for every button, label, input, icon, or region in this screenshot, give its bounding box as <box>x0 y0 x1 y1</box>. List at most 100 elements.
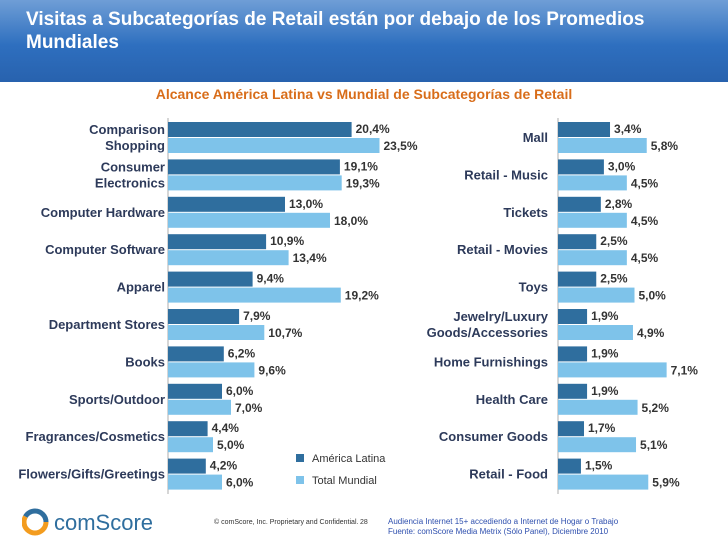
left-value-mundial: 19,3% <box>346 176 380 190</box>
right-bar-latam <box>558 421 585 437</box>
right-value-mundial: 5,2% <box>642 401 670 415</box>
left-bar-latam <box>168 346 224 362</box>
right-bar-mundial <box>558 399 638 415</box>
left-category-label: Department Stores <box>49 317 165 332</box>
right-category-label: Retail - Food <box>469 467 548 482</box>
left-bar-latam <box>168 234 267 250</box>
logo-wordmark: comScore <box>54 510 153 535</box>
left-value-mundial: 18,0% <box>334 214 368 228</box>
right-value-latam: 3,0% <box>608 159 636 173</box>
left-bar-mundial <box>168 175 342 191</box>
left-bar-latam <box>168 309 240 324</box>
left-category-label: Apparel <box>117 280 165 295</box>
left-value-latam: 13,0% <box>289 197 323 211</box>
right-value-latam: 2,5% <box>600 234 628 248</box>
right-category-label: Goods/Accessories <box>427 325 548 340</box>
right-category-label: Health Care <box>476 392 548 407</box>
right-value-mundial: 4,5% <box>631 214 659 228</box>
source-note-line1: Audiencia Internet 15+ accediendo a Inte… <box>388 517 619 526</box>
right-value-mundial: 7,1% <box>671 363 699 377</box>
left-value-latam: 6,0% <box>226 384 254 398</box>
right-value-latam: 1,9% <box>591 309 619 323</box>
left-value-mundial: 7,0% <box>235 401 263 415</box>
left-value-mundial: 10,7% <box>268 326 302 340</box>
left-value-mundial: 19,2% <box>345 289 379 303</box>
right-value-latam: 2,5% <box>600 272 628 286</box>
right-value-mundial: 4,5% <box>631 251 659 265</box>
left-bar-mundial <box>168 212 330 228</box>
left-bar-latam <box>168 458 206 474</box>
right-value-mundial: 5,8% <box>651 139 679 153</box>
left-bar-mundial <box>168 138 380 153</box>
right-bar-latam <box>558 234 597 250</box>
legend-label-mundial: Total Mundial <box>312 475 377 487</box>
right-bar-latam <box>558 346 588 362</box>
right-bar-latam <box>558 196 601 212</box>
left-bar-mundial <box>168 250 289 266</box>
right-bar-latam <box>558 271 597 287</box>
comscore-logo: comScore <box>22 508 153 536</box>
right-bar-latam <box>558 159 604 175</box>
slide-title: Visitas a Subcategorías de Retail están … <box>26 9 645 53</box>
right-bar-latam <box>558 122 611 137</box>
right-bar-mundial <box>558 325 633 340</box>
left-value-latam: 4,2% <box>210 459 238 473</box>
left-bar-mundial <box>168 474 222 490</box>
source-note: Audiencia Internet 15+ accediendo a Inte… <box>388 517 618 537</box>
left-bar-mundial <box>168 399 231 415</box>
source-note-line2: Fuente: comScore Media Metrix (Sólo Pane… <box>388 527 609 536</box>
right-bar-mundial <box>558 138 647 153</box>
left-category-label: Consumer <box>101 159 165 174</box>
chart-subtitle: Alcance América Latina vs Mundial de Sub… <box>155 86 573 102</box>
right-value-latam: 1,5% <box>585 459 613 473</box>
left-value-latam: 19,1% <box>344 159 378 173</box>
left-bar-latam <box>168 271 253 287</box>
left-bar-mundial <box>168 325 265 340</box>
right-category-label: Tickets <box>503 205 548 220</box>
right-value-mundial: 5,9% <box>652 476 680 490</box>
right-bar-mundial <box>558 287 635 303</box>
right-bar-latam <box>558 383 588 399</box>
left-value-mundial: 23,5% <box>384 139 418 153</box>
right-category-label: Retail - Music <box>464 167 548 182</box>
legend-swatch-mundial <box>296 476 304 484</box>
left-bar-latam <box>168 122 352 137</box>
legend-label-latam: América Latina <box>312 453 386 465</box>
left-category-label: Books <box>125 354 165 369</box>
title-bar <box>0 0 728 82</box>
left-bar-mundial <box>168 437 213 453</box>
right-category-label: Jewelry/Luxury <box>453 309 548 324</box>
left-value-latam: 4,4% <box>212 421 240 435</box>
right-category-label: Home Furnishings <box>434 354 548 369</box>
right-bar-mundial <box>558 362 667 378</box>
right-category-label: Consumer Goods <box>439 429 548 444</box>
right-bar-mundial <box>558 437 637 453</box>
left-category-label: Computer Hardware <box>41 205 165 220</box>
left-category-label: Shopping <box>105 138 165 153</box>
right-value-latam: 1,9% <box>591 346 619 360</box>
left-bar-mundial <box>168 287 341 303</box>
left-value-mundial: 13,4% <box>293 251 327 265</box>
page-number: 28 <box>360 519 368 526</box>
right-category-label: Retail - Movies <box>457 242 548 257</box>
right-value-mundial: 4,9% <box>637 326 665 340</box>
right-bar-mundial <box>558 474 649 490</box>
right-value-mundial: 4,5% <box>631 176 659 190</box>
legend-swatch-latam <box>296 454 304 462</box>
right-category-label: Mall <box>523 130 548 145</box>
right-value-latam: 3,4% <box>614 122 642 136</box>
right-bar-mundial <box>558 212 627 228</box>
left-category-label: Fragrances/Cosmetics <box>26 429 165 444</box>
right-bar-mundial <box>558 175 627 191</box>
left-value-mundial: 9,6% <box>258 363 286 377</box>
left-value-latam: 7,9% <box>243 309 271 323</box>
right-value-latam: 1,7% <box>588 421 616 435</box>
logo-ring-blue <box>22 508 49 536</box>
right-value-latam: 2,8% <box>605 197 633 211</box>
left-bar-latam <box>168 383 222 399</box>
left-bar-latam <box>168 421 208 437</box>
left-value-latam: 6,2% <box>228 346 256 360</box>
right-value-mundial: 5,0% <box>639 289 667 303</box>
left-category-label: Computer Software <box>45 242 165 257</box>
